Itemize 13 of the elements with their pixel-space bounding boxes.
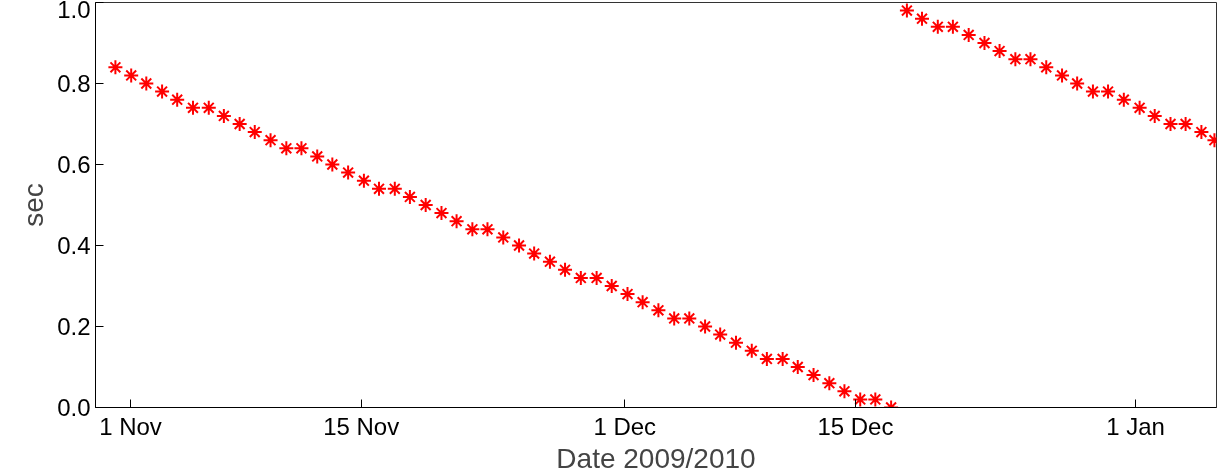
y-tick-label: 0.2 xyxy=(57,313,91,340)
y-axis-title: sec xyxy=(18,183,50,227)
y-tick-label: 0.6 xyxy=(57,151,91,178)
x-tick-label: 1 Dec xyxy=(593,412,657,440)
x-tick-label: 15 Nov xyxy=(323,412,400,440)
y-tick-label: 0.4 xyxy=(57,232,91,259)
x-tick-label: 1 Nov xyxy=(99,412,162,440)
y-tick-label: 0.0 xyxy=(57,394,91,421)
x-tick-label: 1 Jan xyxy=(1106,412,1165,440)
y-tick-label: 0.8 xyxy=(57,70,91,97)
x-axis-title: Date 2009/2010 xyxy=(556,442,756,474)
y-tick-label: 1.0 xyxy=(57,0,91,23)
x-tick-label: 15 Dec xyxy=(817,412,894,440)
